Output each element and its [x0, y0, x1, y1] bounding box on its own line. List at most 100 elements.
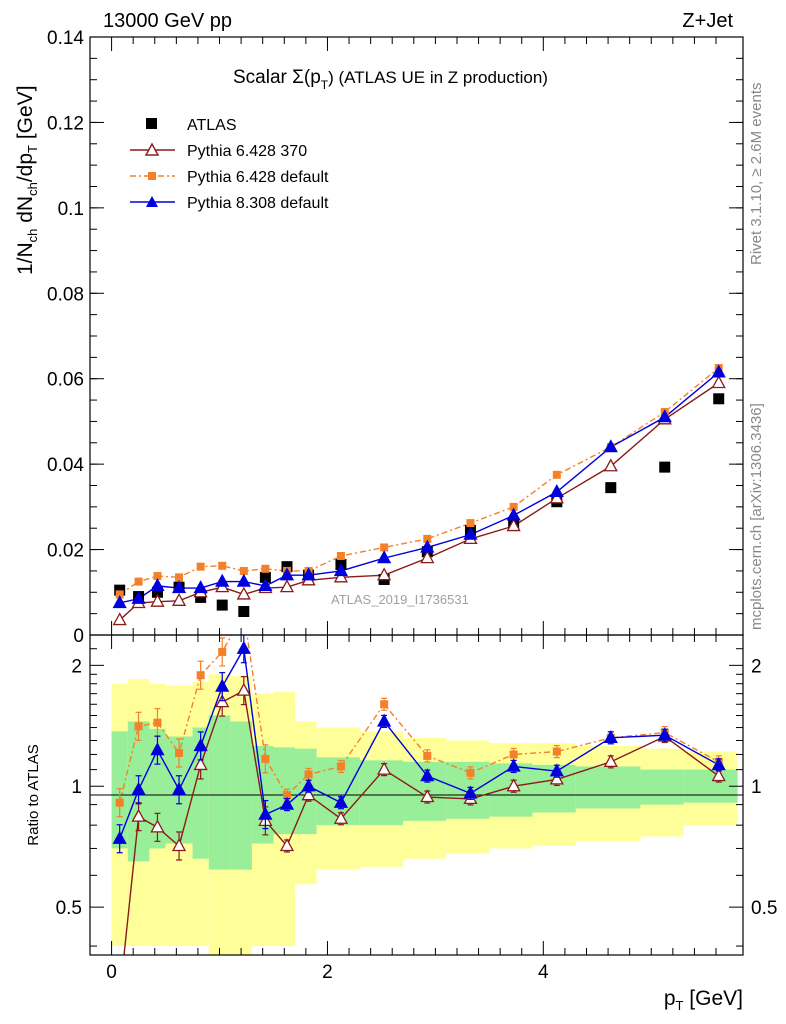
ratio-point-pythia8-default	[549, 763, 564, 777]
ratio-point-pythia6-370	[377, 761, 392, 775]
legend-label-pythia8-default: Pythia 8.308 default	[187, 195, 329, 212]
main-point-pythia6-370	[333, 569, 349, 583]
main-y-axis-label: 1/Nch dNch/dpT [GeV]	[14, 85, 40, 275]
legend-entry-pythia6-370: Pythia 6.428 370	[130, 142, 307, 160]
main-point-pythia6-370	[150, 593, 165, 607]
header-energy-label: 13000 GeV pp	[103, 10, 232, 32]
main-point-pythia8-default	[549, 484, 564, 498]
ratio-point-pythia8-default	[236, 640, 251, 654]
main-y-tick-label: 0.08	[47, 284, 84, 305]
ratio-point-pythia6-default	[134, 722, 143, 731]
main-point-pythia6-370	[420, 550, 435, 564]
ratio-point-pythia6-370	[711, 768, 726, 782]
ratio-y-tick-label-right: 1	[751, 777, 762, 798]
ratio-point-pythia6-370	[603, 754, 618, 768]
main-line-pythia8-default	[119, 371, 720, 604]
main-point-atlas	[216, 599, 228, 611]
ratio-y-tick-label-right: 2	[751, 656, 762, 677]
legend-label-pythia6-370: Pythia 6.428 370	[187, 143, 307, 160]
main-y-tick-label: 0.14	[47, 28, 84, 49]
ratio-point-pythia6-default	[304, 770, 313, 779]
ratio-point-pythia6-370	[193, 757, 208, 771]
main-point-pythia8-default	[193, 580, 208, 594]
ratio-point-pythia6-default	[336, 762, 345, 771]
main-point-pythia6-default	[196, 562, 205, 571]
main-point-pythia8-default	[377, 550, 392, 564]
main-y-tick-label: 0.1	[58, 199, 84, 220]
main-point-pythia6-default	[466, 519, 475, 528]
header-process-label: Z+Jet	[682, 10, 733, 32]
main-point-pythia8-default	[279, 567, 295, 581]
ratio-point-pythia6-default	[282, 791, 291, 800]
green-band-bin	[640, 769, 684, 805]
main-point-pythia6-default	[115, 590, 124, 599]
ratio-point-pythia6-default	[509, 750, 518, 759]
legend-label-atlas: ATLAS	[187, 117, 237, 134]
legend-entry-pythia8-default: Pythia 8.308 default	[130, 195, 329, 212]
ratio-point-pythia8-default	[215, 678, 230, 692]
legend-marker-pythia8-default	[146, 196, 158, 207]
green-band-bin	[295, 748, 317, 835]
ratio-point-pythia6-370	[301, 787, 316, 801]
ratio-point-pythia6-default	[552, 747, 561, 756]
main-y-tick-label: 0.02	[47, 541, 84, 562]
main-point-pythia8-default	[131, 590, 146, 604]
green-band-bin	[208, 715, 231, 870]
ratio-point-pythia6-default	[153, 718, 162, 727]
main-point-atlas	[114, 584, 126, 596]
x-tick-label: 4	[538, 962, 549, 983]
main-point-pythia8-default	[171, 580, 187, 594]
main-point-atlas	[713, 393, 725, 405]
ratio-point-pythia6-default	[196, 671, 205, 680]
analysis-watermark: ATLAS_2019_I1736531	[331, 592, 469, 607]
ratio-point-pythia8-default	[506, 758, 521, 772]
main-point-pythia6-370	[506, 518, 521, 532]
main-point-pythia6-370	[279, 579, 295, 593]
main-point-pythia8-default	[463, 526, 478, 540]
main-line-pythia6-default	[119, 367, 720, 596]
main-point-pythia6-default	[175, 573, 184, 582]
ratio-point-pythia8-default	[131, 781, 146, 795]
main-plot-panel: 0 0.02 0.04 0.06 0.08 0.1 0.12 0.14 Scalar Σ(pT…	[14, 28, 744, 647]
main-point-pythia6-370	[711, 375, 726, 389]
ratio-point-pythia8-default	[333, 794, 349, 808]
ratio-point-pythia6-default	[175, 748, 184, 757]
main-point-pythia6-default	[423, 534, 432, 543]
ratio-point-pythia8-default	[420, 768, 435, 782]
ratio-point-pythia6-default	[423, 751, 432, 760]
main-point-pythia8-default	[657, 409, 672, 423]
ratio-point-pythia6-370	[131, 808, 146, 822]
main-point-pythia8-default	[711, 364, 726, 378]
main-point-pythia8-default	[506, 507, 521, 521]
ratio-y-axis: 0.5 0.5 1 1 2 2	[56, 648, 777, 947]
mcplots-label: mcplots.cern.ch [arXiv:1306.3436]	[748, 403, 765, 630]
ratio-point-pythia8-default	[657, 727, 672, 741]
main-point-pythia8-default	[420, 539, 435, 553]
main-point-pythia6-default	[239, 566, 248, 575]
ratio-point-pythia6-default	[115, 798, 124, 807]
main-point-pythia6-370	[377, 567, 392, 581]
legend-entry-atlas: ATLAS	[146, 117, 237, 134]
ratio-point-pythia8-default	[603, 729, 618, 743]
main-point-pythia6-default	[261, 564, 270, 573]
legend-marker-pythia6-370	[144, 142, 160, 156]
ratio-point-pythia8-default	[711, 757, 726, 771]
main-point-pythia6-370	[603, 458, 618, 472]
ratio-point-pythia6-370	[333, 810, 349, 824]
green-band-bin	[230, 721, 252, 870]
ratio-y-tick-label: 2	[71, 656, 82, 677]
legend-entry-pythia6-default: Pythia 6.428 default	[130, 169, 329, 186]
main-point-pythia6-370	[549, 490, 564, 504]
legend-marker-atlas	[146, 118, 157, 129]
main-point-pythia6-370	[236, 586, 251, 600]
ratio-point-pythia8-default	[171, 781, 187, 795]
ratio-point-pythia8-default	[301, 778, 316, 792]
main-y-tick-label: 0.12	[47, 113, 84, 134]
main-point-pythia6-default	[153, 572, 162, 581]
x-tick-label: 0	[106, 962, 117, 983]
ratio-point-pythia6-default	[261, 754, 270, 763]
legend-marker-pythia6-default	[148, 172, 156, 180]
ratio-x-axis: 0 2 4	[106, 635, 717, 983]
legend: ATLAS Pythia 6.428 370 Pythia 6.428 defa…	[130, 117, 329, 212]
